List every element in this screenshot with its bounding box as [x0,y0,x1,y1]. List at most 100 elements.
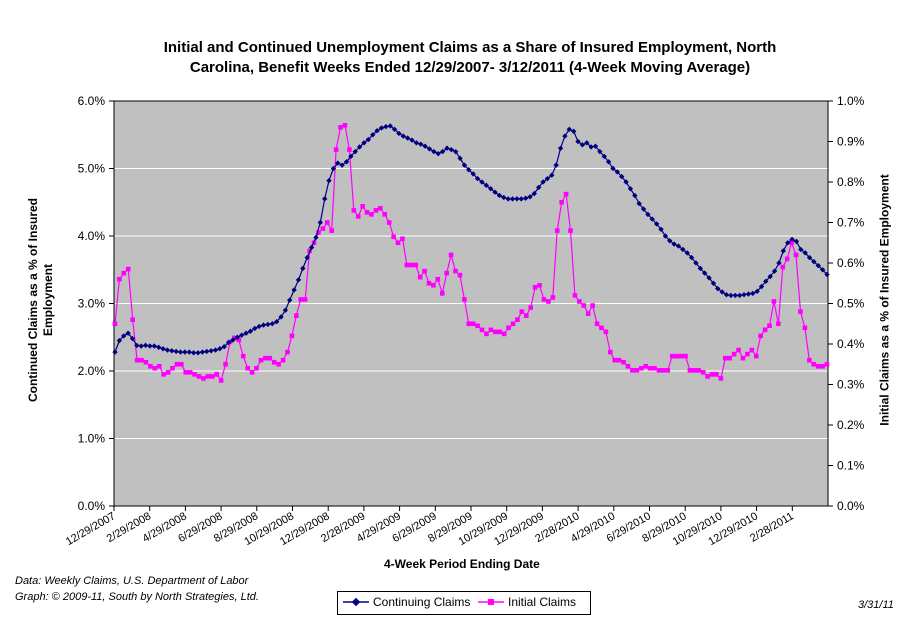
data-point [348,153,354,160]
data-point [356,144,363,150]
data-point [546,299,551,304]
data-point [179,361,184,367]
data-point [112,349,118,355]
data-point [355,214,361,219]
data-point [329,228,334,233]
data-point [466,167,472,173]
data-point [271,359,277,365]
data-point [745,351,750,357]
data-point [474,175,481,182]
legend-marker-continuing [343,597,369,607]
data-point [404,262,410,268]
data-point [143,359,149,365]
data-point [579,142,586,148]
data-point [767,273,773,280]
data-point [205,374,211,379]
y-right-tick-label: 0.8% [837,175,865,189]
data-point [448,252,454,258]
data-point [749,347,755,353]
data-point [431,282,436,288]
y-right-tick-label: 0.9% [837,135,865,149]
y-left-tick-label: 0.0% [78,499,106,513]
data-point [824,361,830,367]
data-point [378,125,385,131]
y-left-tick-label: 4.0% [78,229,106,243]
data-point [736,292,743,299]
data-point [156,344,162,351]
x-axis-ticks: 12/29/20072/29/20084/29/20086/29/20088/2… [64,506,796,548]
data-point [501,194,507,201]
data-point [771,268,778,274]
data-point [767,323,772,329]
data-point [553,162,559,168]
data-point [527,194,533,200]
data-point [125,266,131,272]
data-point [740,355,746,361]
data-point [439,291,445,296]
data-point [643,363,648,369]
y-left-tick-label: 3.0% [78,297,106,311]
data-point [488,327,494,333]
data-point [536,184,542,191]
y-right-axis-title-text: Initial Claims as a % of Insured Employm… [877,174,892,426]
data-point [568,228,573,233]
data-point [719,289,725,295]
data-point [417,274,423,280]
data-point [439,148,446,155]
data-point [669,353,675,359]
data-point [448,146,455,153]
data-point [170,366,175,371]
data-point [594,321,600,327]
data-point [112,321,118,327]
y-right-tick-label: 0.2% [837,418,865,432]
y-left-tick-label: 5.0% [78,162,106,176]
y-left-tick-label: 6.0% [78,94,106,108]
data-point [612,357,618,363]
data-point [807,357,812,363]
data-point [687,368,693,373]
y-right-tick-label: 1.0% [837,94,865,108]
data-point [592,143,599,149]
y-right-tick-label: 0.1% [837,459,865,473]
data-point [351,208,357,213]
data-point [422,268,427,274]
data-point [771,299,777,304]
data-point [470,171,476,177]
data-point [662,233,669,239]
data-point [621,359,626,365]
legend-label-continuing: Continuing Claims [373,595,471,609]
data-point [601,153,607,160]
data-point [218,378,224,383]
data-point [599,325,604,331]
data-point [333,147,339,152]
data-point [196,374,202,379]
data-point [263,355,268,361]
data-point [753,353,759,359]
data-point [317,219,323,226]
data-point [462,297,467,302]
x-axis-title: 4-Week Period Ending Date [384,557,540,571]
data-point [630,368,635,373]
data-point [736,347,741,353]
data-point [165,370,171,375]
data-point [156,363,162,369]
data-point [373,208,379,213]
data-point [575,138,581,145]
data-point [139,357,144,363]
y-right-tick-label: 0.6% [837,256,865,270]
data-point [245,366,250,371]
data-point [289,333,295,339]
data-point [134,357,140,363]
data-point [623,179,629,185]
legend-item-continuing: Continuing Claims [343,595,470,609]
data-point [496,192,503,199]
data-point [338,125,343,130]
data-point [557,145,564,151]
chart-title: Initial and Continued Unemployment Claim… [100,38,840,78]
legend-item-initial: Initial Claims [478,595,576,609]
data-point [370,132,376,138]
data-point [395,240,401,246]
data-point [762,327,768,333]
data-point [276,361,281,367]
